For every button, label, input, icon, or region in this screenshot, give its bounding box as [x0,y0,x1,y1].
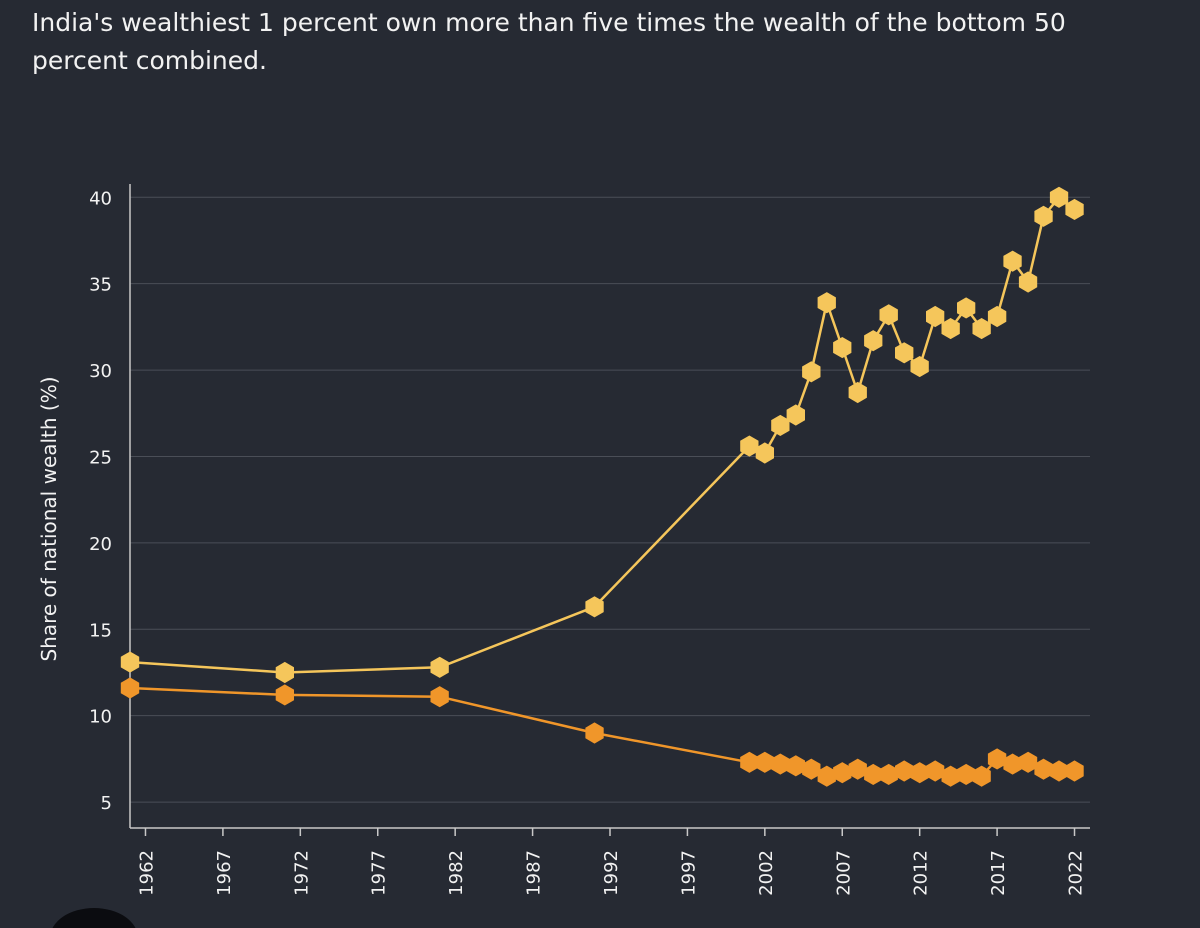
x-tick-label: 2007 [833,850,854,896]
series-1-point [786,404,805,426]
series-2-point [879,763,898,785]
series-2-point [771,753,790,775]
y-tick-label: 10 [89,707,112,728]
x-tick-label: 2002 [756,850,777,896]
series-2-point [972,765,991,787]
series-1-point [941,318,960,340]
series-1-point [957,297,976,319]
y-axis-title: Share of national wealth (%) [37,376,61,661]
series-2-point [740,751,759,773]
chart-title: India's wealthiest 1 percent own more th… [32,8,1066,75]
series-2-point [926,760,945,782]
series-1-point [879,304,898,326]
series-2-point [864,763,883,785]
x-tick-label: 1977 [369,850,390,896]
y-tick-label: 30 [89,361,112,382]
series-1-point [755,442,774,464]
series-2-point [1018,751,1038,773]
series-1-point [585,596,604,618]
series-1-point [817,292,836,314]
series-2-point [833,762,852,784]
series-1-point [802,361,821,383]
series-2-point [957,763,976,785]
series-1-point [987,305,1007,328]
series-1-point [1034,205,1053,227]
x-tick-label: 2022 [1066,850,1087,896]
series-1-point [926,305,945,328]
corner-avatar-shape [50,908,138,928]
series-2-point [275,684,294,706]
series-1-point [1003,250,1022,272]
series-2-point [1003,753,1022,775]
series-2-point [1034,758,1053,780]
series-1-point [771,414,790,436]
series-2-point [1049,760,1069,782]
y-tick-label: 20 [89,534,112,555]
series-1-point [120,651,140,673]
series-1-point [864,330,883,352]
y-tick-label: 5 [101,793,112,814]
series-2-point [848,758,867,780]
series-2-point [120,677,140,699]
series-2-point [430,686,449,708]
x-tick-label: 1962 [136,850,157,896]
y-tick-label: 25 [89,447,112,468]
x-tick-label: 1992 [601,850,622,896]
series-1-point [1049,186,1069,208]
series-2-point [802,758,821,780]
series-1-point [1018,271,1038,293]
series-1-point [833,337,852,359]
series-2-point [585,722,604,744]
series-1-point [275,661,294,684]
series-2-point [910,762,929,784]
series-2-point [941,765,960,787]
series-1-point [740,435,759,457]
series-1-point [430,656,449,678]
x-tick-label: 2017 [988,850,1009,896]
series-2-point [895,760,914,782]
series-1-point [848,381,867,404]
series-1-point [895,342,914,364]
series-2-point [987,748,1007,770]
x-tick-label: 1982 [446,850,467,896]
series-2-point [786,755,805,777]
series-2-point [755,751,774,773]
x-tick-label: 1972 [291,850,312,896]
y-tick-label: 40 [89,188,112,209]
x-tick-label: 2012 [911,850,932,896]
x-tick-label: 1997 [678,850,699,896]
series-2-point [1065,760,1084,782]
y-tick-label: 15 [89,620,112,641]
series-1-point [972,318,991,340]
x-tick-label: 1967 [214,850,235,896]
y-tick-label: 35 [89,275,112,296]
series-2-point [817,765,836,787]
x-tick-label: 1987 [524,850,545,896]
series-1-point [910,356,929,378]
series-1-point [1065,198,1084,220]
